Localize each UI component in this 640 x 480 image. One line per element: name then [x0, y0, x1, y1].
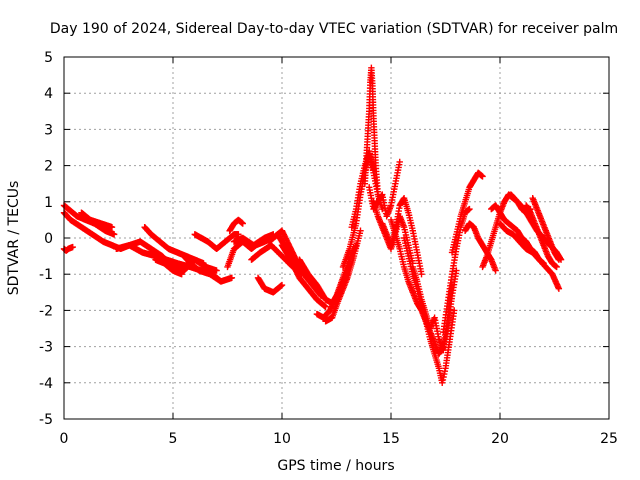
series-arc23 [361, 64, 386, 213]
x-tick-label: 20 [491, 431, 509, 447]
y-tick-label: -4 [39, 376, 53, 392]
series-arc6 [141, 223, 220, 274]
grid [64, 57, 609, 419]
data-point-marker [213, 267, 220, 274]
series-arc2 [60, 243, 76, 254]
x-tick-label: 25 [600, 431, 618, 447]
series-arc35 [496, 220, 563, 292]
y-tick-label: 5 [44, 50, 53, 66]
data-point-marker [178, 271, 185, 278]
data-point-marker [108, 223, 116, 231]
series-arc8 [180, 252, 236, 285]
series-arc7 [152, 256, 185, 278]
x-tick-label: 10 [273, 431, 291, 447]
x-tick-label: 15 [382, 431, 400, 447]
y-tick-label: -2 [39, 303, 53, 319]
series-arc15 [254, 274, 286, 296]
y-tick-label: 1 [44, 195, 53, 211]
x-axis-label: GPS time / hours [277, 458, 394, 474]
y-tick-label: -1 [39, 267, 53, 283]
data-points [60, 64, 565, 386]
y-tick-label: -3 [39, 340, 53, 356]
chart-title: Day 190 of 2024, Sidereal Day-to-day VTE… [50, 21, 618, 37]
y-tick-label: 2 [44, 159, 53, 175]
y-tick-label: 3 [44, 122, 53, 138]
y-axis-label: SDTVAR / TECUs [6, 181, 22, 296]
x-tick-label: 0 [60, 431, 69, 447]
data-point-marker [69, 243, 76, 251]
series-arc4 [78, 209, 116, 231]
data-point-marker [110, 231, 118, 238]
series-arc9 [191, 231, 242, 253]
series-arc3 [60, 202, 118, 238]
data-point-marker [228, 274, 236, 282]
x-tick-label: 5 [169, 431, 178, 447]
y-tick-label: 4 [44, 86, 53, 102]
data-point-marker [239, 220, 246, 227]
y-tick-label: 0 [44, 231, 53, 247]
y-tick-label: -5 [39, 412, 53, 428]
series-arc10 [226, 216, 246, 234]
